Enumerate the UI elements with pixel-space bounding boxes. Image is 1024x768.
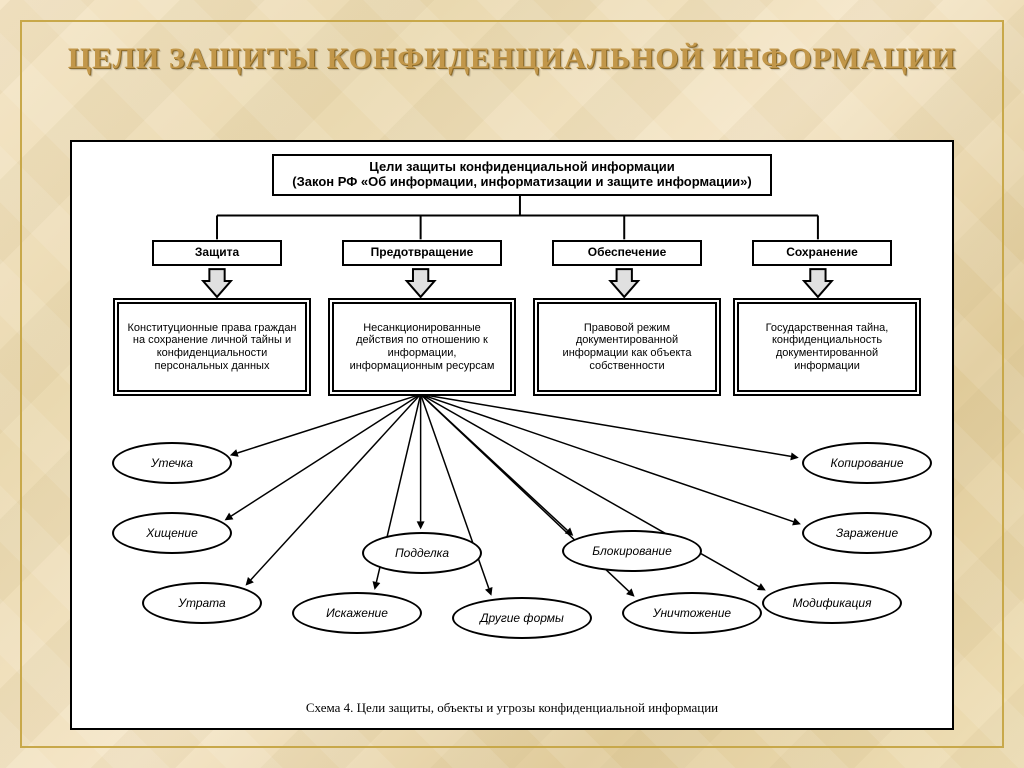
diagram-caption: Схема 4. Цели защиты, объекты и угрозы к… [72, 700, 952, 716]
oval-0: Утечка [112, 442, 232, 484]
level2-box-2: Обеспечение [552, 240, 702, 266]
level2-box-3: Сохранение [752, 240, 892, 266]
level2-box-0: Защита [152, 240, 282, 266]
oval-2: Утрата [142, 582, 262, 624]
root-box: Цели защиты конфиденциальной информации(… [272, 154, 772, 196]
oval-8: Модификация [762, 582, 902, 624]
level3-box-3: Государственная тайна, конфиденциальност… [737, 302, 917, 392]
oval-10: Копирование [802, 442, 932, 484]
diagram-container: Схема 4. Цели защиты, объекты и угрозы к… [70, 140, 954, 730]
connector-lines [72, 142, 952, 728]
slide-title: ЦЕЛИ ЗАЩИТЫ КОНФИДЕНЦИАЛЬНОЙ ИНФОРМАЦИИ [0, 42, 1024, 77]
level3-box-1: Несанкционированные действия по отношени… [332, 302, 512, 392]
oval-5: Другие формы [452, 597, 592, 639]
level3-box-0: Конституционные права граждан на сохране… [117, 302, 307, 392]
oval-4: Подделка [362, 532, 482, 574]
oval-9: Заражение [802, 512, 932, 554]
oval-6: Блокирование [562, 530, 702, 572]
oval-3: Искажение [292, 592, 422, 634]
level3-box-2: Правовой режим документированной информа… [537, 302, 717, 392]
oval-1: Хищение [112, 512, 232, 554]
oval-7: Уничтожение [622, 592, 762, 634]
level2-box-1: Предотвращение [342, 240, 502, 266]
